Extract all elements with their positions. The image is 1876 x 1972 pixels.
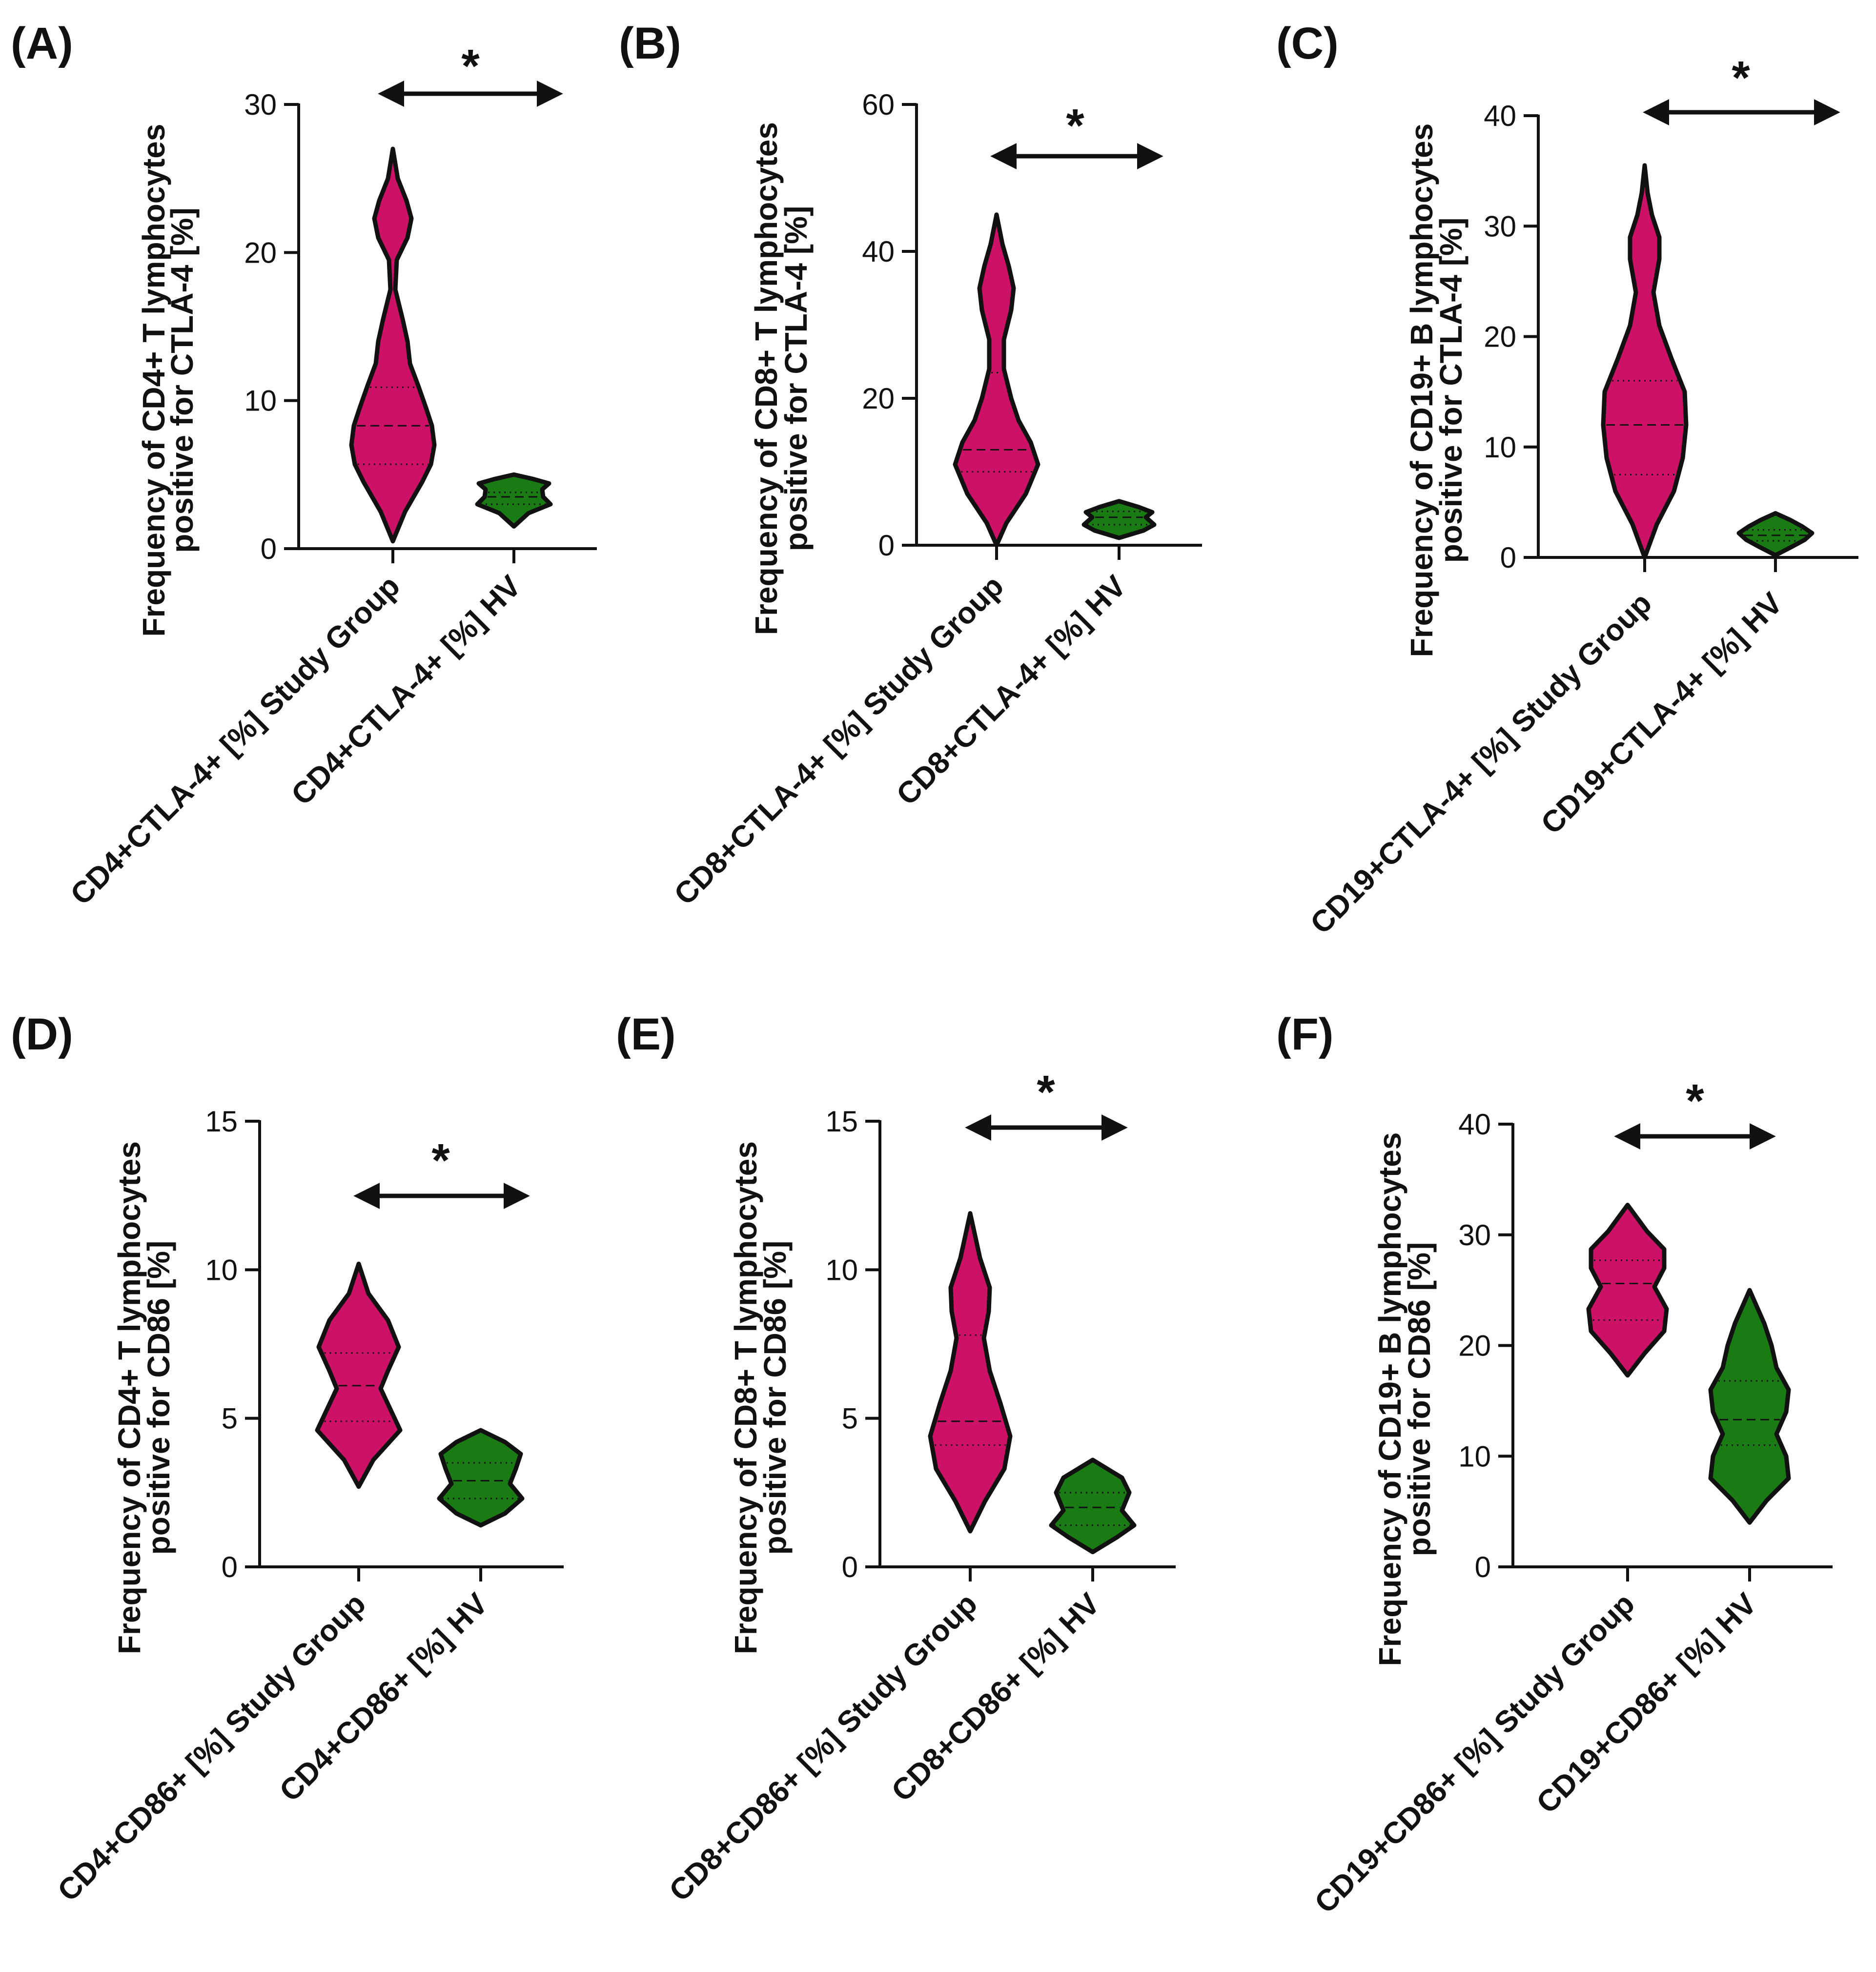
violin-hv <box>1081 499 1157 540</box>
panel-label: (C) <box>1276 19 1339 68</box>
category-label-hv: CD4+CTLA-4+ [%] HV <box>285 569 528 812</box>
y-tick-label: 20 <box>1458 1330 1491 1362</box>
y-tick-label: 60 <box>862 88 895 121</box>
violin-study <box>953 212 1040 548</box>
y-tick-label: 0 <box>878 529 895 562</box>
violin-hv <box>437 1428 525 1528</box>
y-axis-label: Frequency of CD8+ T lymphocytes <box>749 122 784 635</box>
y-tick-label: 10 <box>1484 431 1516 464</box>
panel-b: (B) 0 20 40 60 Frequency of CD8+ T lymphocyte… <box>619 19 1202 912</box>
y-tick-label: 20 <box>862 382 895 415</box>
y-axis-label: positive for CTLA-4 [%] <box>164 207 200 553</box>
significance-star: * <box>431 1134 450 1187</box>
significance-star: * <box>1732 52 1750 104</box>
y-axis-label: Frequency of CD4+ T lymphocytes <box>112 1141 147 1654</box>
y-axis-label: positive for CTLA-4 [%] <box>1433 218 1468 563</box>
significance-star: * <box>461 40 480 92</box>
panel-a: (A) 0 10 20 30 Frequency of CD4+ T lymphocyte… <box>11 19 597 912</box>
y-axis-label: positive for CD86 [%] <box>141 1241 176 1555</box>
y-tick-label: 0 <box>1500 541 1516 574</box>
y-tick-label: 0 <box>261 533 277 565</box>
y-tick-label: 10 <box>244 385 277 417</box>
violin-study <box>928 1211 1013 1534</box>
violin-hv <box>475 472 553 529</box>
y-tick-label: 0 <box>842 1551 858 1583</box>
y-tick-label: 30 <box>1484 210 1516 243</box>
y-tick-label: 30 <box>1458 1219 1491 1252</box>
panel-d: (D) 0 5 10 15 Frequency of CD4+ T lymphocytes… <box>11 1009 564 1908</box>
category-label-hv: CD19+CTLA-4+ [%] HV <box>1535 586 1789 841</box>
y-tick-label: 10 <box>825 1253 858 1286</box>
y-tick-label: 15 <box>825 1105 858 1138</box>
y-axis-label: Frequency of CD19+ B lymphocytes <box>1404 123 1439 657</box>
y-tick-label: 20 <box>1484 321 1516 353</box>
category-label-hv: CD8+CD86+ [%] HV <box>885 1587 1106 1808</box>
panel-label: (E) <box>616 1009 676 1059</box>
panel-label: (A) <box>11 19 73 68</box>
y-axis-label: positive for CTLA-4 [%] <box>778 206 814 552</box>
significance-star: * <box>1037 1066 1055 1118</box>
y-tick-label: 0 <box>1475 1551 1491 1583</box>
significance-star: * <box>1686 1075 1704 1127</box>
violin-study <box>1601 163 1689 560</box>
category-label-hv: CD19+CD86+ [%] HV <box>1530 1587 1763 1820</box>
y-tick-label: 40 <box>1484 100 1516 132</box>
y-axis-label: positive for CD86 [%] <box>1402 1242 1437 1557</box>
y-axis-label: Frequency of CD4+ T lymphocytes <box>136 124 171 637</box>
y-tick-label: 20 <box>244 236 277 269</box>
y-tick-label: 30 <box>244 88 277 121</box>
y-tick-label: 40 <box>1458 1108 1491 1141</box>
y-tick-label: 0 <box>222 1551 238 1583</box>
y-tick-label: 5 <box>222 1402 238 1435</box>
panel-f: (F) 0 10 20 30 40 Frequency of CD19+ B lymphoc… <box>1276 1009 1833 1920</box>
panel-c: (C) 0 10 20 30 40 Frequency of CD19+ B lymphoc… <box>1276 19 1858 941</box>
y-tick-label: 40 <box>862 235 895 268</box>
violin-study <box>1586 1203 1669 1378</box>
category-label-hv: CD4+CD86+ [%] HV <box>273 1587 494 1808</box>
violin-study <box>315 1261 403 1489</box>
panel-e: (E) 0 5 10 15 Frequency of CD8+ T lymphocytes… <box>616 1009 1176 1908</box>
category-label-hv: CD8+CTLA-4+ [%] HV <box>890 569 1133 812</box>
y-tick-label: 5 <box>842 1402 858 1435</box>
y-axis-label: Frequency of CD8+ T lymphocytes <box>728 1141 763 1654</box>
y-tick-label: 10 <box>205 1253 238 1286</box>
violin-hv <box>1708 1288 1791 1525</box>
panel-label: (F) <box>1276 1009 1333 1059</box>
y-tick-label: 15 <box>205 1105 238 1138</box>
panel-label: (B) <box>619 19 681 68</box>
violin-hv <box>1736 511 1815 557</box>
y-axis-label: positive for CD86 [%] <box>757 1241 793 1555</box>
y-axis-label: Frequency of CD19+ B lymphocytes <box>1372 1132 1407 1666</box>
panel-label: (D) <box>11 1009 73 1059</box>
y-tick-label: 10 <box>1458 1440 1491 1473</box>
significance-star: * <box>1066 100 1084 152</box>
violin-hv <box>1049 1458 1137 1555</box>
violin-study <box>349 146 437 544</box>
